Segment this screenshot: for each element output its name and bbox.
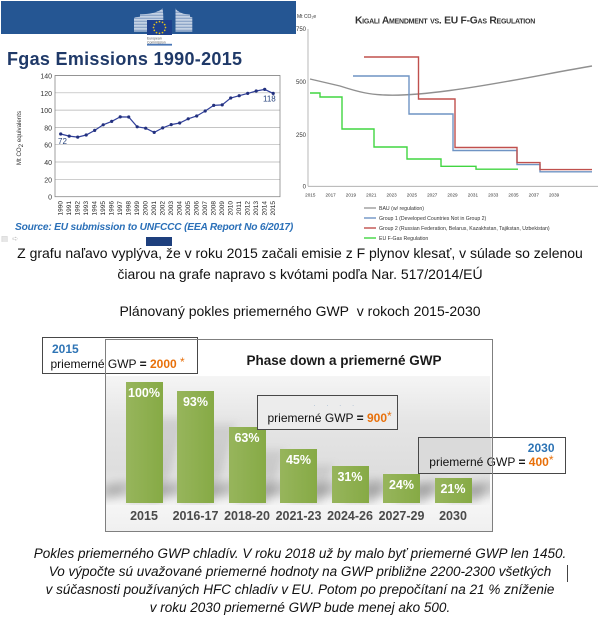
svg-text:2006: 2006	[193, 201, 200, 216]
svg-text:1994: 1994	[91, 201, 98, 216]
svg-text:2033: 2033	[488, 193, 499, 198]
svg-text:0: 0	[48, 195, 52, 202]
svg-text:72: 72	[58, 137, 67, 146]
svg-text:2037: 2037	[529, 193, 540, 198]
svg-text:2027: 2027	[427, 193, 438, 198]
svg-text:Mt CO₂e: Mt CO₂e	[297, 14, 316, 20]
svg-text:2019: 2019	[346, 193, 357, 198]
svg-text:140: 140	[40, 74, 52, 81]
svg-text:1991: 1991	[66, 201, 73, 216]
svg-text:1998: 1998	[125, 201, 132, 216]
svg-text:2001: 2001	[151, 201, 158, 216]
svg-text:Group 2 (Russian Federation, B: Group 2 (Russian Federation, Belarus, Ka…	[379, 226, 550, 232]
svg-text:2009: 2009	[219, 201, 226, 216]
svg-text:40: 40	[44, 160, 52, 167]
svg-text:2015: 2015	[305, 193, 316, 198]
svg-text:750: 750	[296, 27, 307, 33]
svg-text:2008: 2008	[210, 201, 217, 216]
svg-text:Mt CO2 equivalents: Mt CO2 equivalents	[16, 111, 25, 165]
svg-text:2003: 2003	[168, 201, 175, 216]
svg-text:1997: 1997	[117, 201, 124, 216]
svg-text:2005: 2005	[185, 201, 192, 216]
svg-text:100: 100	[40, 108, 52, 115]
svg-text:2004: 2004	[176, 201, 183, 216]
svg-text:2010: 2010	[227, 201, 234, 216]
svg-text:Commission: Commission	[147, 40, 166, 44]
svg-text:Group 1 (Developed Countries N: Group 1 (Developed Countries Not in Grou…	[379, 216, 487, 222]
svg-text:BAU (w/ regulation): BAU (w/ regulation)	[379, 206, 424, 212]
svg-text:Kigali Amendment vs. EU F-Gas: Kigali Amendment vs. EU F-Gas Regulation	[355, 16, 535, 27]
svg-text:2002: 2002	[159, 201, 166, 216]
svg-text:2013: 2013	[253, 201, 260, 216]
svg-text:2012: 2012	[244, 201, 251, 216]
svg-text:2021: 2021	[366, 193, 377, 198]
svg-text:2007: 2007	[202, 201, 209, 216]
svg-text:1995: 1995	[100, 201, 107, 216]
svg-text:EU F-Gas Regulation: EU F-Gas Regulation	[379, 236, 428, 242]
svg-text:1992: 1992	[74, 201, 81, 216]
svg-text:120: 120	[40, 91, 52, 98]
svg-text:2039: 2039	[549, 193, 560, 198]
svg-text:2000: 2000	[142, 201, 149, 216]
svg-text:500: 500	[296, 80, 307, 86]
svg-text:250: 250	[296, 133, 307, 139]
svg-text:2014: 2014	[261, 201, 268, 216]
svg-text:20: 20	[44, 177, 52, 184]
svg-text:European: European	[147, 37, 162, 41]
svg-text:2031: 2031	[468, 193, 479, 198]
svg-text:0: 0	[303, 185, 307, 191]
svg-text:2029: 2029	[447, 193, 458, 198]
svg-text:2023: 2023	[386, 193, 397, 198]
svg-text:2025: 2025	[407, 193, 418, 198]
svg-text:80: 80	[44, 125, 52, 132]
svg-text:1990: 1990	[57, 201, 64, 216]
svg-text:2011: 2011	[236, 201, 243, 215]
svg-text:118: 118	[263, 95, 276, 104]
svg-text:2015: 2015	[270, 201, 277, 216]
svg-text:1999: 1999	[134, 201, 141, 216]
svg-text:2035: 2035	[508, 193, 519, 198]
svg-text:2017: 2017	[325, 193, 336, 198]
svg-text:1996: 1996	[108, 201, 115, 216]
svg-text:60: 60	[44, 143, 52, 150]
svg-text:1993: 1993	[83, 201, 90, 216]
